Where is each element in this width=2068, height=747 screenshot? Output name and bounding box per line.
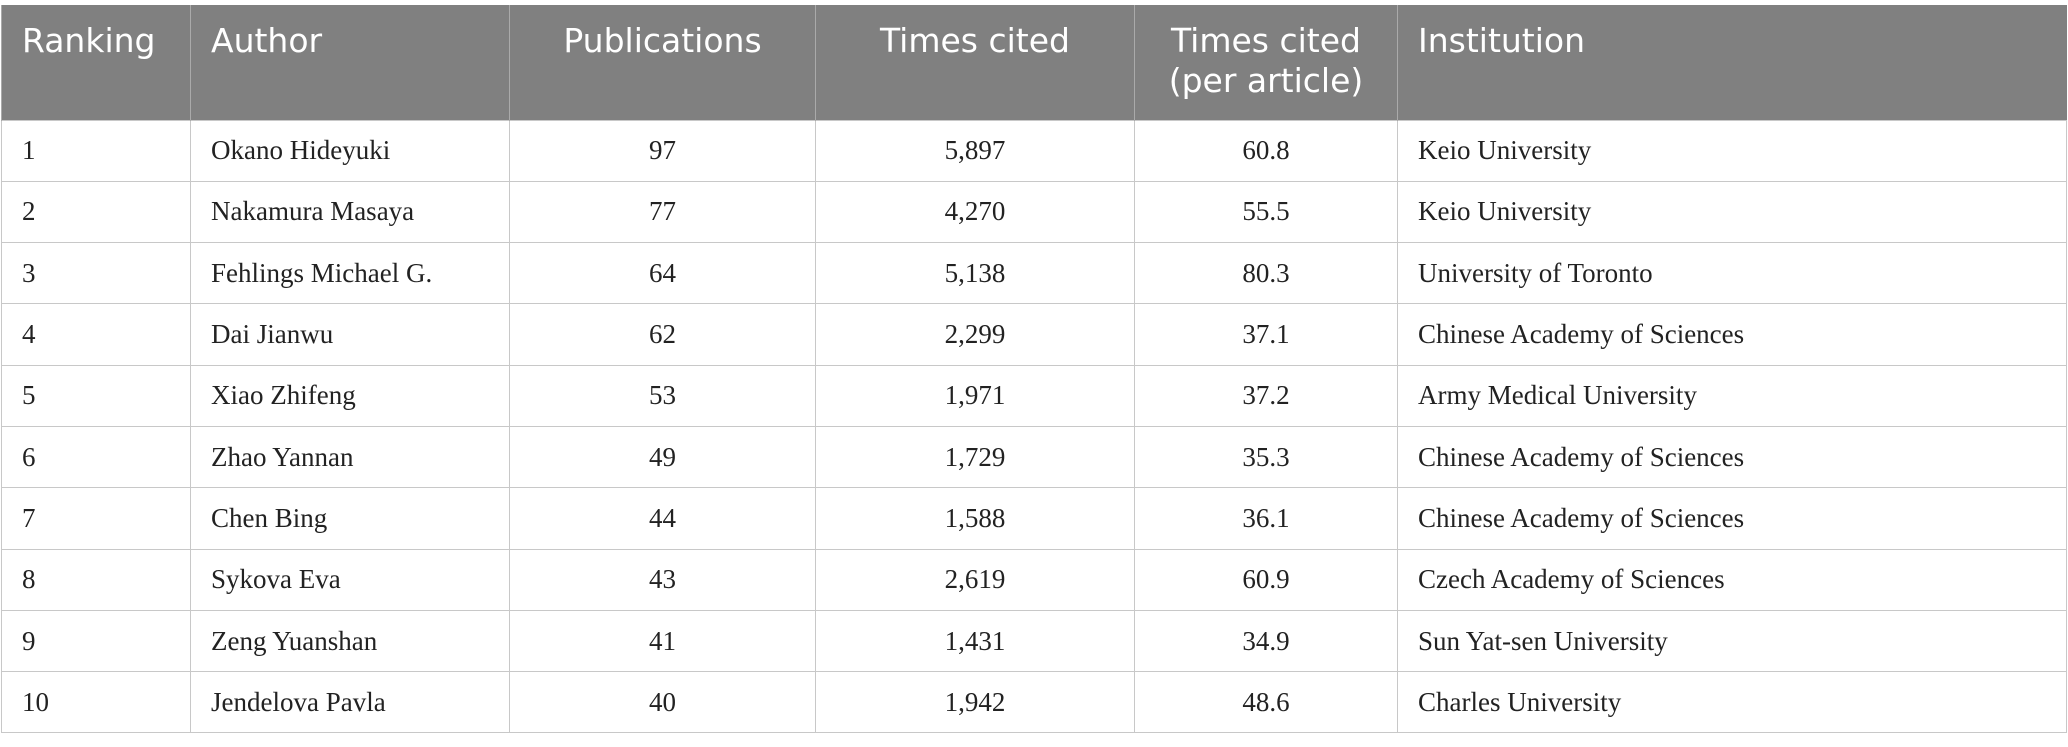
table-cell: 5,138	[815, 242, 1135, 305]
table-cell: Chinese Academy of Sciences	[1397, 425, 2067, 489]
header-cell: Times cited	[815, 5, 1135, 120]
header-cell: Ranking	[1, 5, 191, 120]
table-cell: 44	[509, 487, 816, 550]
table-cell: 8	[1, 548, 191, 611]
table-cell: Keio University	[1397, 180, 2067, 244]
data-table: Ranking Author Publications Times cited Time…	[1, 5, 2067, 734]
table-row: 2 Nakamura Masaya 77 4,270 55.5 Keio Universi…	[1, 180, 2067, 244]
table-row: 1 Okano Hideyuki 97 5,897 60.8 Keio Universit…	[1, 119, 2067, 182]
table-cell: 4	[1, 303, 191, 366]
table-row: 7 Chen Bing 44 1,588 36.1 Chinese Academy of …	[1, 487, 2067, 550]
header-cell: Times cited (per article)	[1134, 5, 1398, 120]
table-cell: University of Toronto	[1397, 242, 2067, 305]
header-cell: Author	[190, 5, 510, 120]
table-row: 5 Xiao Zhifeng 53 1,971 37.2 Army Medical Uni…	[1, 364, 2067, 427]
table-cell: Fehlings Michael G.	[190, 242, 510, 305]
table-cell: Chen Bing	[190, 487, 510, 550]
table-row: 8 Sykova Eva 43 2,619 60.9 Czech Academy of S…	[1, 548, 2067, 611]
table-cell: 34.9	[1134, 609, 1398, 673]
header-cell: Publications	[509, 5, 816, 120]
table-cell: 1,431	[815, 609, 1135, 673]
table-cell: Xiao Zhifeng	[190, 364, 510, 427]
table-cell: 5,897	[815, 119, 1135, 182]
table-cell: 53	[509, 364, 816, 427]
table-cell: 3	[1, 242, 191, 305]
table-cell: 37.1	[1134, 303, 1398, 366]
table-row: 10 Jendelova Pavla 40 1,942 48.6 Charles Univ…	[1, 671, 2067, 734]
table-cell: 35.3	[1134, 425, 1398, 489]
table-cell: 60.9	[1134, 548, 1398, 611]
header-row: Ranking Author Publications Times cited Time…	[1, 5, 2067, 120]
table-cell: 2,619	[815, 548, 1135, 611]
table-cell: 1,971	[815, 364, 1135, 427]
table-cell: 1,588	[815, 487, 1135, 550]
table-cell: 4,270	[815, 180, 1135, 244]
table-cell: Jendelova Pavla	[190, 671, 510, 734]
table-cell: Zeng Yuanshan	[190, 609, 510, 673]
table-row: 9 Zeng Yuanshan 41 1,431 34.9 Sun Yat-sen Uni…	[1, 609, 2067, 673]
table-cell: Sun Yat-sen University	[1397, 609, 2067, 673]
table-cell: Okano Hideyuki	[190, 119, 510, 182]
table-cell: 6	[1, 425, 191, 489]
table-cell: Dai Jianwu	[190, 303, 510, 366]
table-cell: 80.3	[1134, 242, 1398, 305]
table-cell: 1,942	[815, 671, 1135, 734]
header-cell: Institution	[1397, 5, 2067, 120]
table-cell: Sykova Eva	[190, 548, 510, 611]
table-body: 1 Okano Hideyuki 97 5,897 60.8 Keio Universit…	[1, 119, 2067, 734]
table-cell: 77	[509, 180, 816, 244]
table-cell: 97	[509, 119, 816, 182]
table-cell: 1,729	[815, 425, 1135, 489]
table-cell: 2	[1, 180, 191, 244]
table-cell: Chinese Academy of Sciences	[1397, 487, 2067, 550]
table-cell: 60.8	[1134, 119, 1398, 182]
table-row: 4 Dai Jianwu 62 2,299 37.1 Chinese Academy of…	[1, 303, 2067, 366]
table-cell: 41	[509, 609, 816, 673]
table-cell: Nakamura Masaya	[190, 180, 510, 244]
table-row: 3 Fehlings Michael G. 64 5,138 80.3 Universit…	[1, 242, 2067, 305]
table-cell: 1	[1, 119, 191, 182]
table-cell: 36.1	[1134, 487, 1398, 550]
table-cell: Chinese Academy of Sciences	[1397, 303, 2067, 366]
table-cell: 37.2	[1134, 364, 1398, 427]
table-cell: Zhao Yannan	[190, 425, 510, 489]
table-cell: 55.5	[1134, 180, 1398, 244]
table-cell: Keio University	[1397, 119, 2067, 182]
table-cell: Charles University	[1397, 671, 2067, 734]
table-cell: 49	[509, 425, 816, 489]
table-row: 6 Zhao Yannan 49 1,729 35.3 Chinese Academy o…	[1, 425, 2067, 489]
table-cell: 9	[1, 609, 191, 673]
table-cell: 48.6	[1134, 671, 1398, 734]
table-cell: 40	[509, 671, 816, 734]
table-cell: 10	[1, 671, 191, 734]
table-cell: Army Medical University	[1397, 364, 2067, 427]
table-cell: 2,299	[815, 303, 1135, 366]
table-cell: 64	[509, 242, 816, 305]
table-cell: Czech Academy of Sciences	[1397, 548, 2067, 611]
table-cell: 7	[1, 487, 191, 550]
table-cell: 5	[1, 364, 191, 427]
table-cell: 43	[509, 548, 816, 611]
table-cell: 62	[509, 303, 816, 366]
